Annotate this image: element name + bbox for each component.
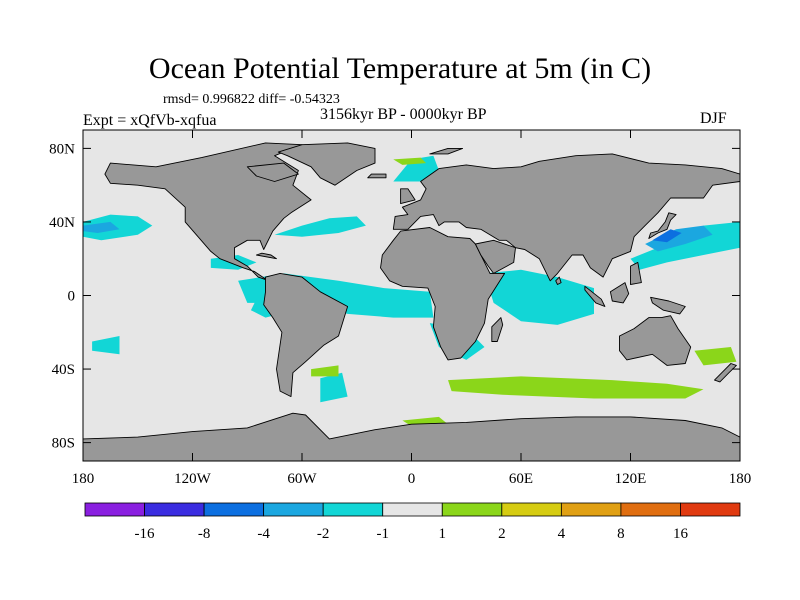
y-tick-label: 40S — [52, 362, 75, 378]
y-tick-label: 80S — [52, 436, 75, 452]
colorbar-swatch — [680, 502, 741, 517]
season-label: DJF — [700, 110, 727, 127]
indian-ocean-anomaly — [484, 269, 594, 325]
falkland-anomaly — [320, 372, 348, 403]
colorbar-label: 1 — [439, 526, 447, 542]
y-tick-label: 40N — [49, 215, 75, 231]
x-tick-label: 120E — [615, 471, 647, 487]
land-cuba — [255, 252, 277, 260]
experiment-label: Expt = xQfVb-xqfua — [83, 112, 217, 129]
x-tick-label: 180 — [729, 471, 752, 487]
tasman-warm-patch — [694, 347, 737, 366]
north-pacific-anomaly — [83, 214, 153, 241]
x-tick-label: 180 — [72, 471, 95, 487]
land-sri-lanka — [555, 276, 562, 285]
kuroshio-strong-core — [652, 229, 682, 243]
colorbar-swatch — [382, 502, 443, 517]
x-tick-label: 60W — [287, 471, 317, 487]
south-pacific-anomaly — [92, 336, 120, 355]
land-antarctica — [83, 412, 740, 461]
colorbar-swatch — [620, 502, 681, 517]
y-tick-label: 80N — [49, 141, 75, 157]
stats-label: rmsd= 0.996822 diff= -0.54323 — [163, 92, 340, 107]
colorbar-label: 2 — [498, 526, 506, 542]
nordic-seas-anomaly — [393, 155, 439, 182]
colorbar-swatch — [144, 502, 205, 517]
colorbar-swatch — [441, 502, 503, 517]
land-svalbard — [429, 147, 464, 155]
colorbar-swatch — [203, 502, 265, 517]
period-label: 3156kyr BP - 0000kyr BP — [320, 106, 487, 123]
land-indonesia-borneo — [609, 282, 630, 304]
colorbar-label: -4 — [257, 526, 270, 542]
southern-ocean-warm-anomaly — [448, 376, 704, 399]
land-new-guinea — [650, 296, 686, 315]
colorbar-swatch — [501, 502, 562, 517]
colorbar-label: -16 — [135, 526, 155, 542]
x-tick-label: 0 — [408, 471, 416, 487]
x-tick-label: 120W — [174, 471, 212, 487]
land-british-isles — [400, 188, 416, 205]
colorbar-label: -2 — [317, 526, 330, 542]
colorbar-label: -1 — [376, 526, 389, 542]
land-south-america — [263, 272, 349, 398]
land-australia — [619, 315, 692, 366]
gulf-stream-anomaly — [274, 216, 366, 237]
land-indonesia-sumatra — [584, 285, 606, 307]
colorbar-label: 4 — [558, 526, 566, 542]
colorbar-swatch — [322, 502, 384, 517]
colorbar-label: 8 — [617, 526, 625, 542]
kuroshio-core — [645, 225, 713, 252]
land-greenland — [277, 142, 376, 186]
land-new-zealand — [714, 363, 737, 383]
south-atlantic-warm-patch — [311, 365, 339, 377]
land-philippines — [630, 261, 642, 285]
colorbar-label: 16 — [673, 526, 689, 542]
x-tick-label: 60E — [509, 471, 533, 487]
land-madagascar — [491, 317, 504, 342]
chart-title: Ocean Potential Temperature at 5m (in C) — [148, 52, 652, 85]
arctic-warm-patch — [393, 157, 427, 165]
land-africa — [380, 227, 506, 361]
land-japan — [648, 212, 677, 239]
colorbar-swatch — [560, 502, 622, 517]
land-arabia — [474, 239, 516, 274]
y-tick-label: 0 — [68, 289, 76, 305]
colorbar-swatch — [84, 502, 145, 517]
north-pacific-core — [83, 221, 120, 233]
land-europe-asia — [392, 153, 740, 282]
colorbar-swatch — [263, 502, 324, 517]
nw-pacific-anomaly — [630, 221, 740, 270]
colorbar-label: -8 — [198, 526, 211, 542]
land-iceland — [367, 173, 387, 179]
land-baffin-island — [246, 162, 299, 182]
